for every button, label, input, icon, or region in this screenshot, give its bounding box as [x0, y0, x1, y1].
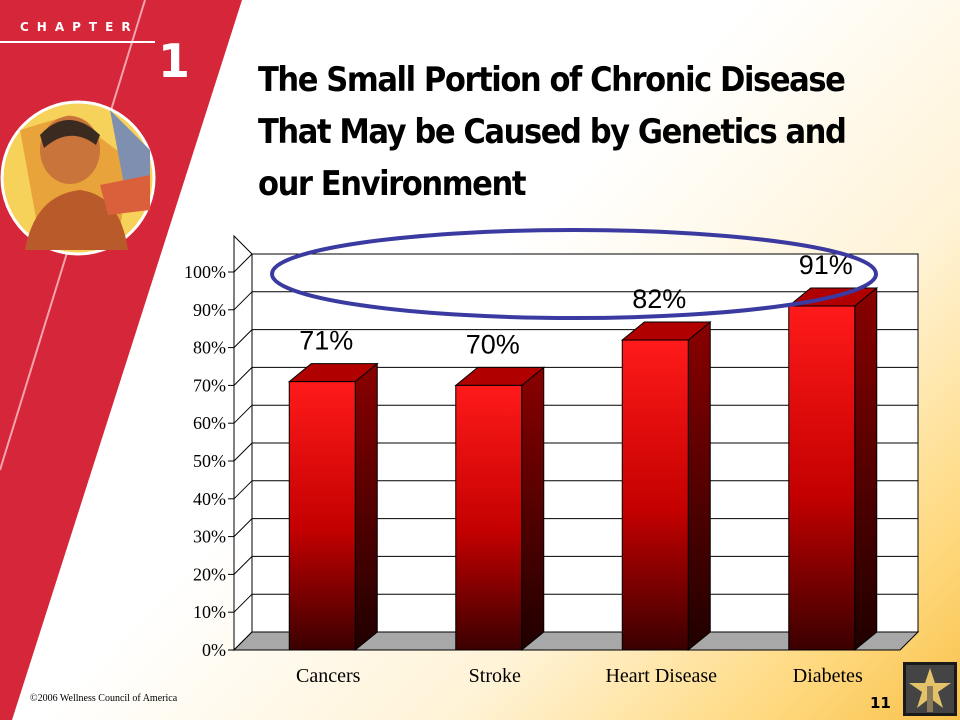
bar-side — [521, 366, 545, 652]
y-tick-label: 60% — [193, 413, 226, 433]
y-tick-label: 40% — [193, 489, 226, 509]
gridline-side — [233, 291, 253, 311]
x-tick-label: Diabetes — [793, 665, 863, 687]
bar-stroke — [454, 366, 546, 652]
x-tick-label: Cancers — [296, 665, 361, 687]
bar-side — [687, 320, 711, 652]
y-tick-label: 100% — [184, 262, 226, 282]
y-tick-label: 80% — [193, 338, 226, 358]
gridline-side — [233, 518, 253, 537]
x-tick-label: Stroke — [469, 665, 521, 687]
gridline-side — [233, 367, 253, 386]
data-label: 70% — [466, 329, 520, 359]
gridline-side — [233, 253, 253, 273]
bar-front — [788, 305, 856, 651]
y-tick-label: 70% — [193, 375, 226, 395]
bar-side — [354, 362, 378, 652]
gridline-side — [233, 593, 253, 613]
y-tick-label: 10% — [193, 602, 226, 622]
y-tick-label: 90% — [193, 300, 226, 320]
bar-side — [854, 286, 878, 652]
bar-front — [288, 381, 356, 651]
y-tick-label: 30% — [193, 527, 226, 547]
plot-side-wall — [233, 234, 253, 652]
slide-title: The Small Portion of Chronic Disease Tha… — [258, 60, 847, 204]
bar-diabetes — [787, 286, 879, 652]
gridline-side — [233, 556, 253, 575]
chapter-label: CHAPTER — [20, 20, 139, 34]
chapter-band — [0, 0, 242, 720]
y-tick-label: 50% — [193, 451, 226, 471]
gridline-side — [233, 329, 253, 348]
star-logo-icon — [903, 662, 957, 716]
bar-front — [455, 384, 523, 651]
page-number: 11 — [870, 694, 891, 712]
gridline-side — [233, 404, 253, 424]
gridline-side — [233, 480, 253, 500]
data-label: 82% — [632, 284, 686, 314]
y-tick-label: 0% — [202, 640, 226, 660]
bar-heart-disease — [620, 320, 712, 652]
chapter-number: 1 — [158, 34, 191, 88]
y-tick-label: 20% — [193, 564, 226, 584]
copyright-text: ©2006 Wellness Council of America — [30, 693, 178, 704]
bar-cancers — [287, 362, 379, 652]
data-label: 71% — [299, 326, 353, 356]
highlight-ellipse — [270, 228, 878, 320]
gridline-side — [233, 442, 253, 462]
person-medallion-icon — [0, 100, 156, 256]
x-tick-label: Heart Disease — [605, 665, 717, 687]
bar-front — [621, 339, 689, 651]
